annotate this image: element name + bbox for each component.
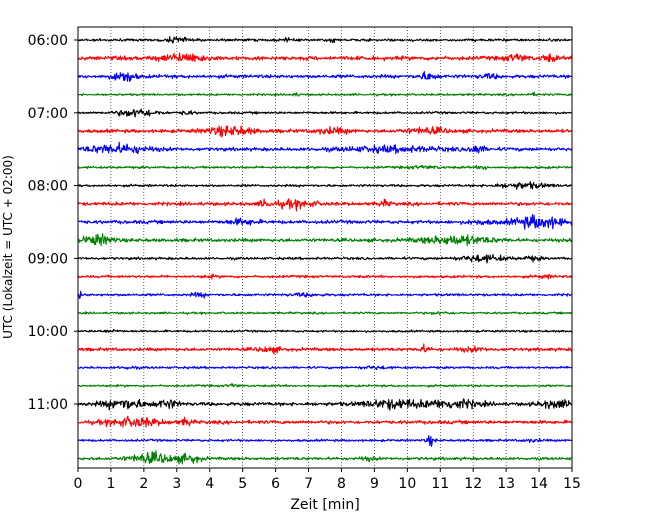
- y-axis-label: UTC (Lokalzeit = UTC + 02:00): [1, 155, 15, 339]
- trace-0700: [78, 108, 572, 118]
- x-tick-label: 15: [563, 476, 581, 492]
- x-tick-label: 5: [238, 476, 247, 492]
- trace-0930: [78, 290, 572, 299]
- x-tick-label: 12: [464, 476, 482, 492]
- trace-1030: [78, 365, 572, 371]
- trace-1100: [78, 398, 572, 411]
- trace-0945: [78, 310, 572, 316]
- x-tick-label: 11: [431, 476, 449, 492]
- trace-0645: [78, 91, 572, 97]
- trace-1000: [78, 328, 572, 334]
- trace-0745: [78, 164, 572, 171]
- trace-0715: [78, 125, 572, 138]
- x-tick-label: 8: [337, 476, 346, 492]
- seismogram-traces: [78, 36, 572, 465]
- x-tick-label: 10: [398, 476, 416, 492]
- plot-frame: [77, 26, 573, 469]
- y-tick-label: 08:00: [28, 179, 68, 195]
- x-tick-label: 7: [304, 476, 313, 492]
- trace-0600: [78, 36, 572, 44]
- x-tick-label: 3: [172, 476, 181, 492]
- x-tick-label: 1: [106, 476, 115, 492]
- trace-0800: [78, 181, 572, 190]
- y-tick-label: 09:00: [28, 251, 68, 267]
- trace-0730: [78, 141, 572, 155]
- y-tick-label: 11:00: [28, 397, 68, 413]
- trace-0900: [78, 253, 572, 264]
- x-tick-label: 2: [139, 476, 148, 492]
- x-tick-label: 6: [271, 476, 280, 492]
- x-axis-label: Zeit [min]: [290, 497, 359, 513]
- trace-1015: [78, 343, 572, 355]
- x-tick-label: 4: [205, 476, 214, 492]
- x-axis-ticks: 0 1 2 3 4 5 6 7 8 9 10 11 12 13 14 15: [74, 468, 581, 492]
- trace-0815: [78, 198, 572, 212]
- trace-0615: [78, 52, 572, 63]
- x-tick-label: 13: [497, 476, 515, 492]
- y-axis-ticks: 06:00 07:00 08:00 09:00 10:00 11:00: [28, 33, 78, 413]
- x-tick-label: 9: [370, 476, 379, 492]
- trace-1045: [78, 383, 572, 388]
- y-tick-label: 10:00: [28, 324, 68, 340]
- trace-0915: [78, 273, 572, 280]
- trace-0630: [78, 71, 572, 83]
- trace-1145: [78, 450, 572, 465]
- y-tick-label: 06:00: [28, 33, 68, 49]
- trace-0830: [78, 213, 572, 230]
- y-tick-label: 07:00: [28, 106, 68, 122]
- trace-1115: [78, 415, 572, 428]
- trace-1130: [78, 435, 572, 447]
- trace-0845: [78, 233, 572, 247]
- x-tick-label: 0: [74, 476, 83, 492]
- x-tick-label: 14: [530, 476, 548, 492]
